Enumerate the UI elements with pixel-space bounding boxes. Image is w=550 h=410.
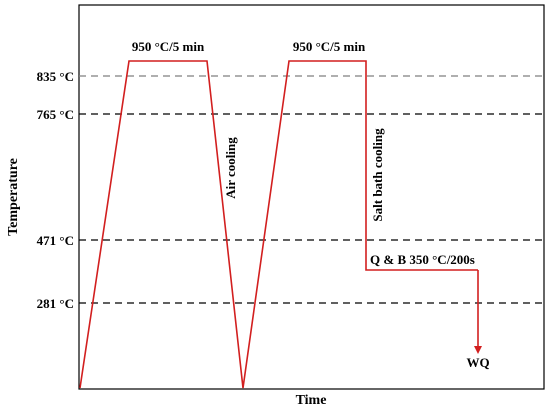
salt-bath-cooling-label: Salt bath cooling [370,128,385,222]
water-quench-label: WQ [466,355,489,370]
level-label-471: 471 °C [37,233,74,248]
level-label-835: 835 °C [37,69,74,84]
y-axis-title: Temperature [6,158,21,236]
qb-hold-label: Q & B 350 °C/200s [370,252,475,267]
level-label-281: 281 °C [37,296,74,311]
level-label-765: 765 °C [37,107,74,122]
air-cooling-label: Air cooling [223,137,238,199]
plot-frame [78,4,545,390]
x-axis-title: Time [296,393,327,408]
second-hold-label: 950 °C/5 min [293,39,366,54]
first-hold-label: 950 °C/5 min [132,39,205,54]
process-curve [79,60,478,389]
